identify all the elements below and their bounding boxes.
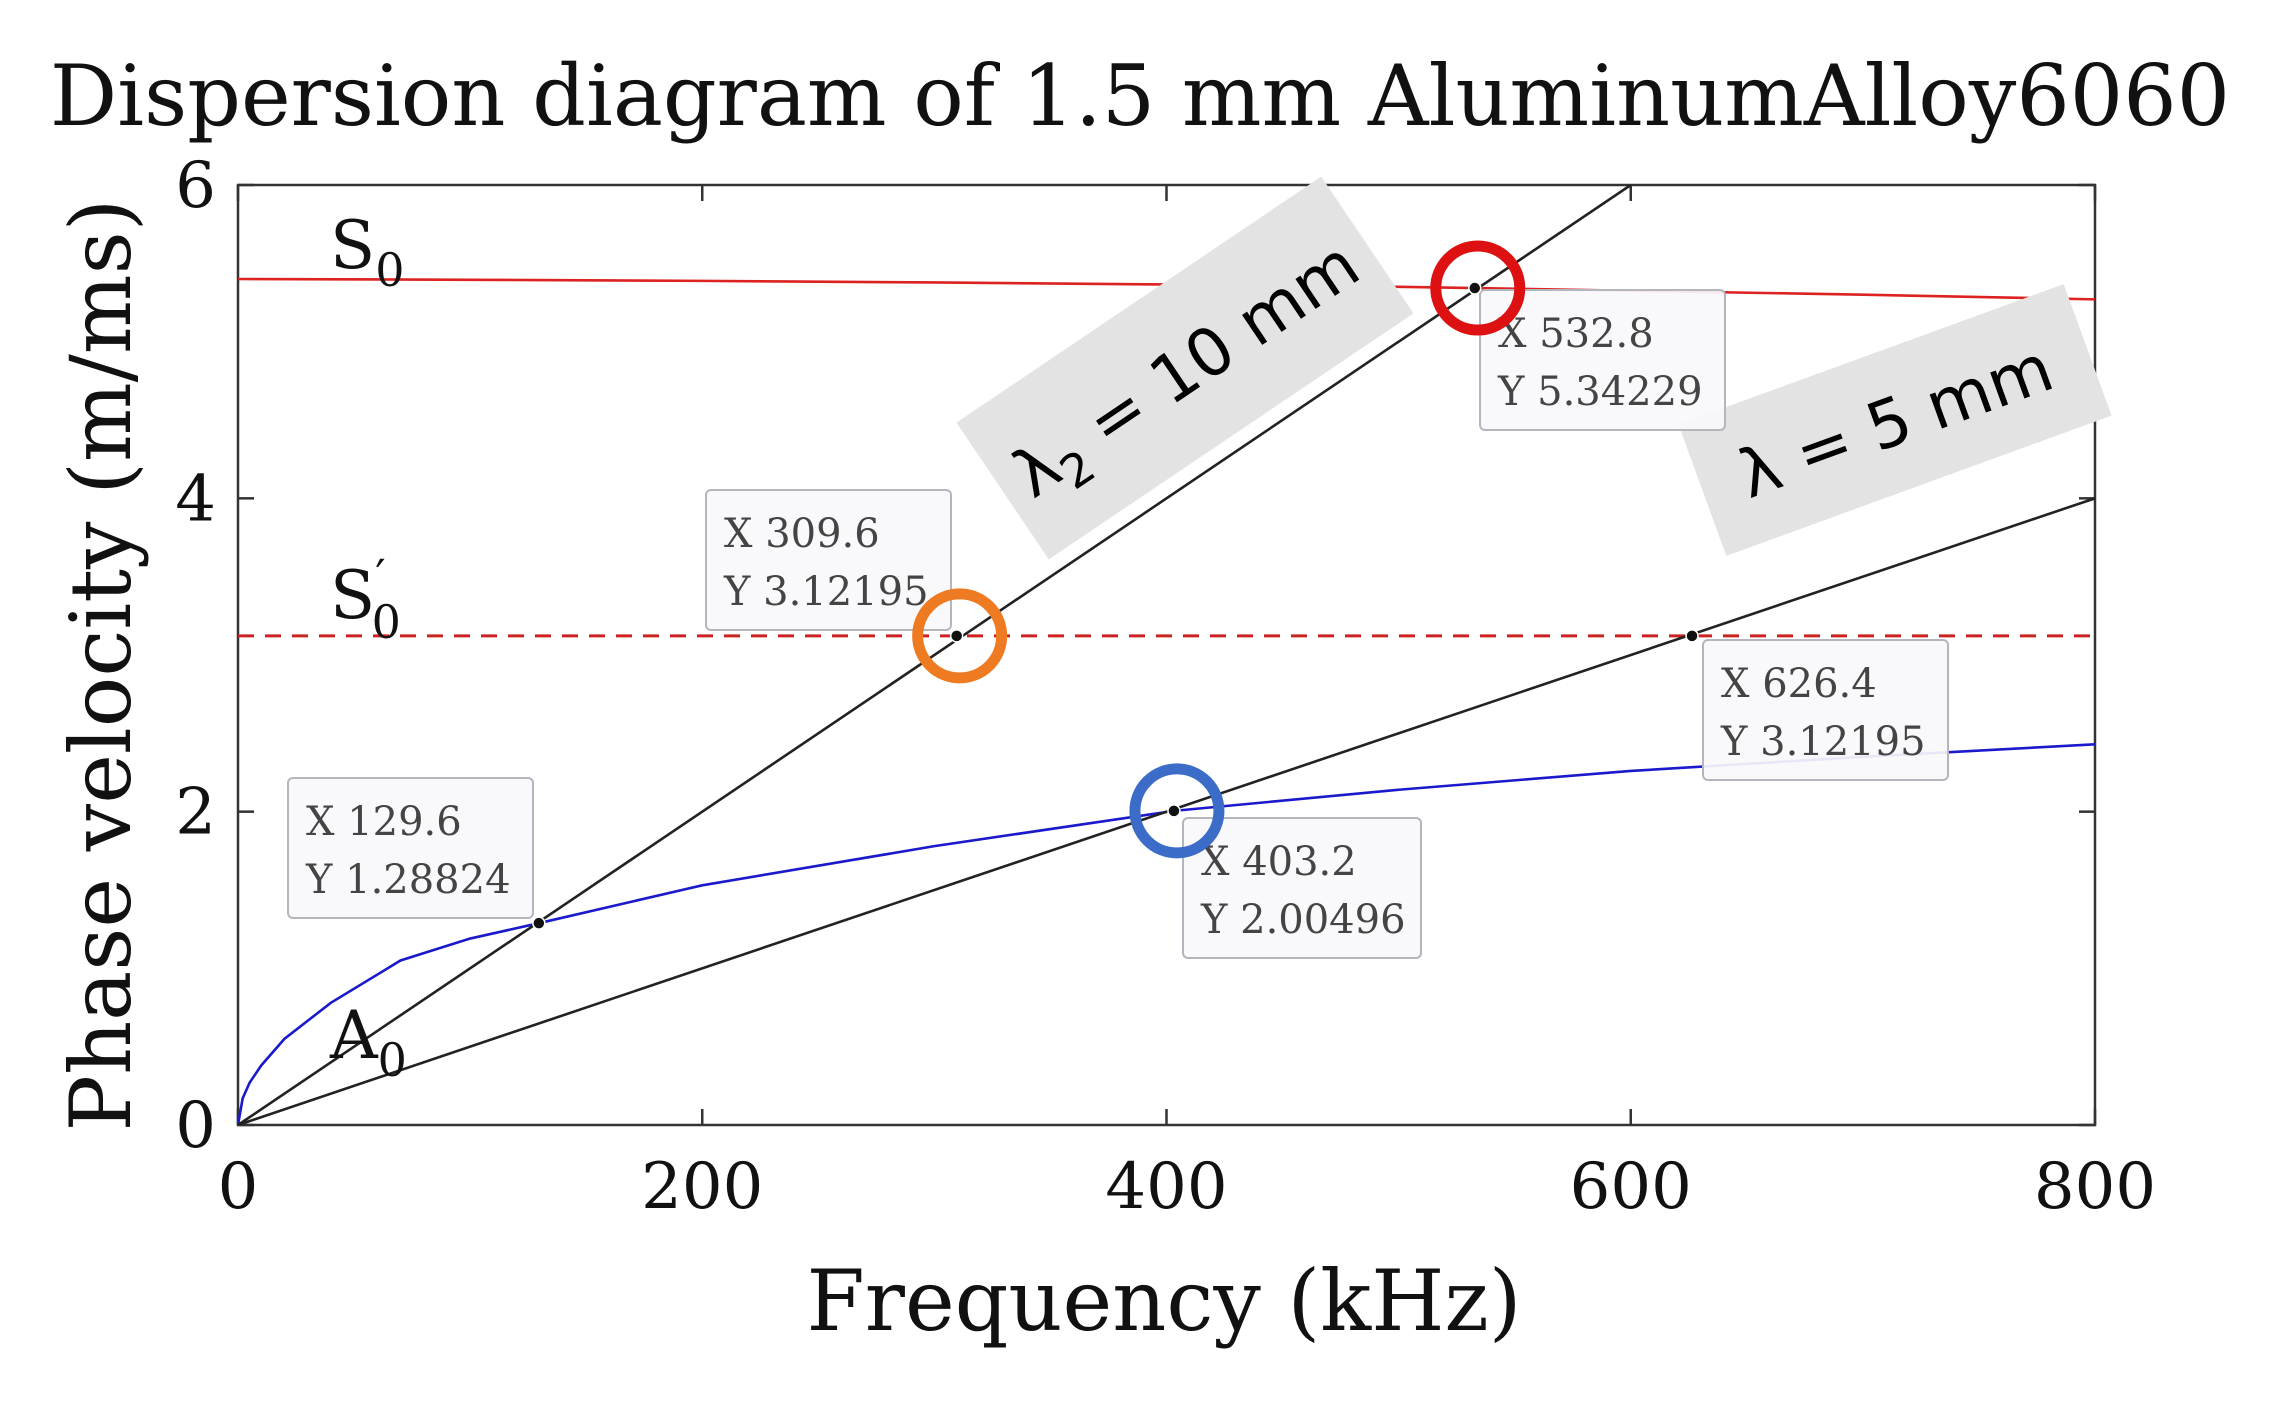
series-line-a0	[238, 743, 2095, 1125]
chart-title: Dispersion diagram of 1.5 mm AluminumAll…	[50, 47, 2230, 145]
y-tick-label: 6	[175, 149, 216, 223]
y-axis-label: Phase velocity (m/ms)	[52, 199, 150, 1132]
curve-label-s0-prime: S′ 0	[330, 549, 401, 649]
x-tick-label: 0	[218, 1150, 259, 1224]
y-tick-label: 2	[175, 776, 216, 850]
lambda2-label: λ2 = 10 mm	[956, 176, 1414, 560]
datatip-y-value: Y 5.34229	[1497, 369, 1703, 415]
datatip-x-value: X 129.6	[306, 799, 462, 845]
datatip-box	[1702, 639, 1949, 781]
datatip-3: X 403.2 Y 2.00496	[1129, 763, 1422, 959]
highlight-circle	[912, 588, 1008, 684]
highlight-circle	[1430, 240, 1526, 336]
datatip-x-value: X 626.4	[1721, 661, 1877, 707]
series-lines	[238, 185, 2095, 1125]
y-tick-label: 4	[175, 462, 216, 536]
x-axis-label: Frequency (kHz)	[807, 1252, 1522, 1350]
datatip-box	[705, 489, 952, 631]
series-line-lambda-5-mm	[238, 497, 2095, 1125]
datatip-x-value: X 309.6	[724, 511, 880, 557]
datatip-x-value: X 403.2	[1201, 839, 1357, 885]
series-line-lambda2-10-mm	[238, 185, 1632, 1125]
datatip-marker	[1685, 629, 1699, 643]
datatip-box	[1182, 817, 1422, 959]
x-tick-label: 600	[1570, 1150, 1692, 1224]
x-tick-label: 200	[641, 1150, 763, 1224]
datatip-1: X 129.6 Y 1.28824	[287, 777, 546, 930]
lambda2-label-box	[956, 176, 1414, 560]
datatip-4: X 532.8 Y 5.34229	[1430, 240, 1726, 431]
datatip-box	[1479, 289, 1726, 431]
curve-label-s0: S0	[330, 207, 405, 297]
highlight-circle	[1129, 763, 1225, 859]
lambda-label-box	[1678, 284, 2112, 556]
curve-label-a0: A0	[329, 997, 407, 1087]
datatip-marker	[532, 916, 546, 930]
x-tick-label: 400	[1105, 1150, 1227, 1224]
y-tick-label: 0	[175, 1089, 216, 1163]
datatip-marker	[1468, 281, 1482, 295]
datatip-y-value: Y 3.12195	[1720, 719, 1926, 765]
datatip-5: X 626.4 Y 3.12195	[1685, 629, 1949, 781]
datatip-box	[287, 777, 534, 919]
datatip-y-value: Y 2.00496	[1200, 897, 1406, 943]
datatip-marker	[949, 629, 964, 643]
datatip-y-value: Y 1.28824	[305, 857, 511, 903]
datatip-2: X 309.6 Y 3.12195	[705, 489, 1008, 684]
datatip-y-value: Y 3.12195	[723, 569, 929, 615]
datatip-marker	[1167, 804, 1181, 818]
datatip-x-value: X 532.8	[1498, 311, 1654, 357]
x-tick-label: 800	[2034, 1150, 2156, 1224]
